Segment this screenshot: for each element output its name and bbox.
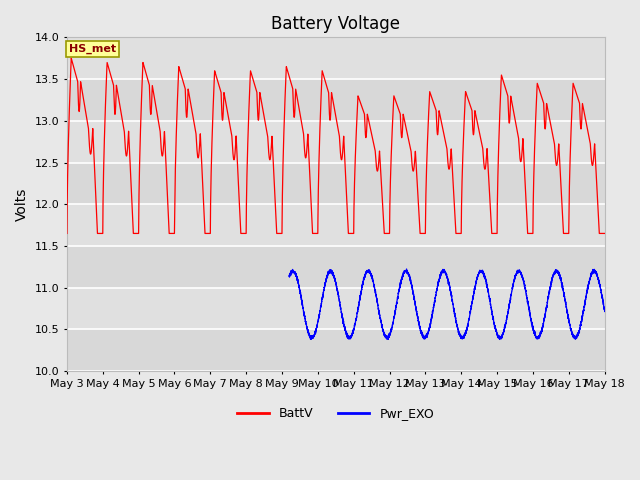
Bar: [67, 163, 605, 204]
Bar: [67, 121, 605, 163]
Y-axis label: Volts: Volts: [15, 188, 29, 221]
Legend: BattV, Pwr_EXO: BattV, Pwr_EXO: [232, 402, 439, 425]
Bar: [67, 288, 605, 329]
Bar: [67, 204, 605, 246]
Bar: [67, 37, 605, 79]
Title: Battery Voltage: Battery Voltage: [271, 15, 400, 33]
Bar: [67, 329, 605, 371]
Bar: [67, 79, 605, 121]
Text: HS_met: HS_met: [68, 44, 116, 54]
Bar: [67, 246, 605, 288]
